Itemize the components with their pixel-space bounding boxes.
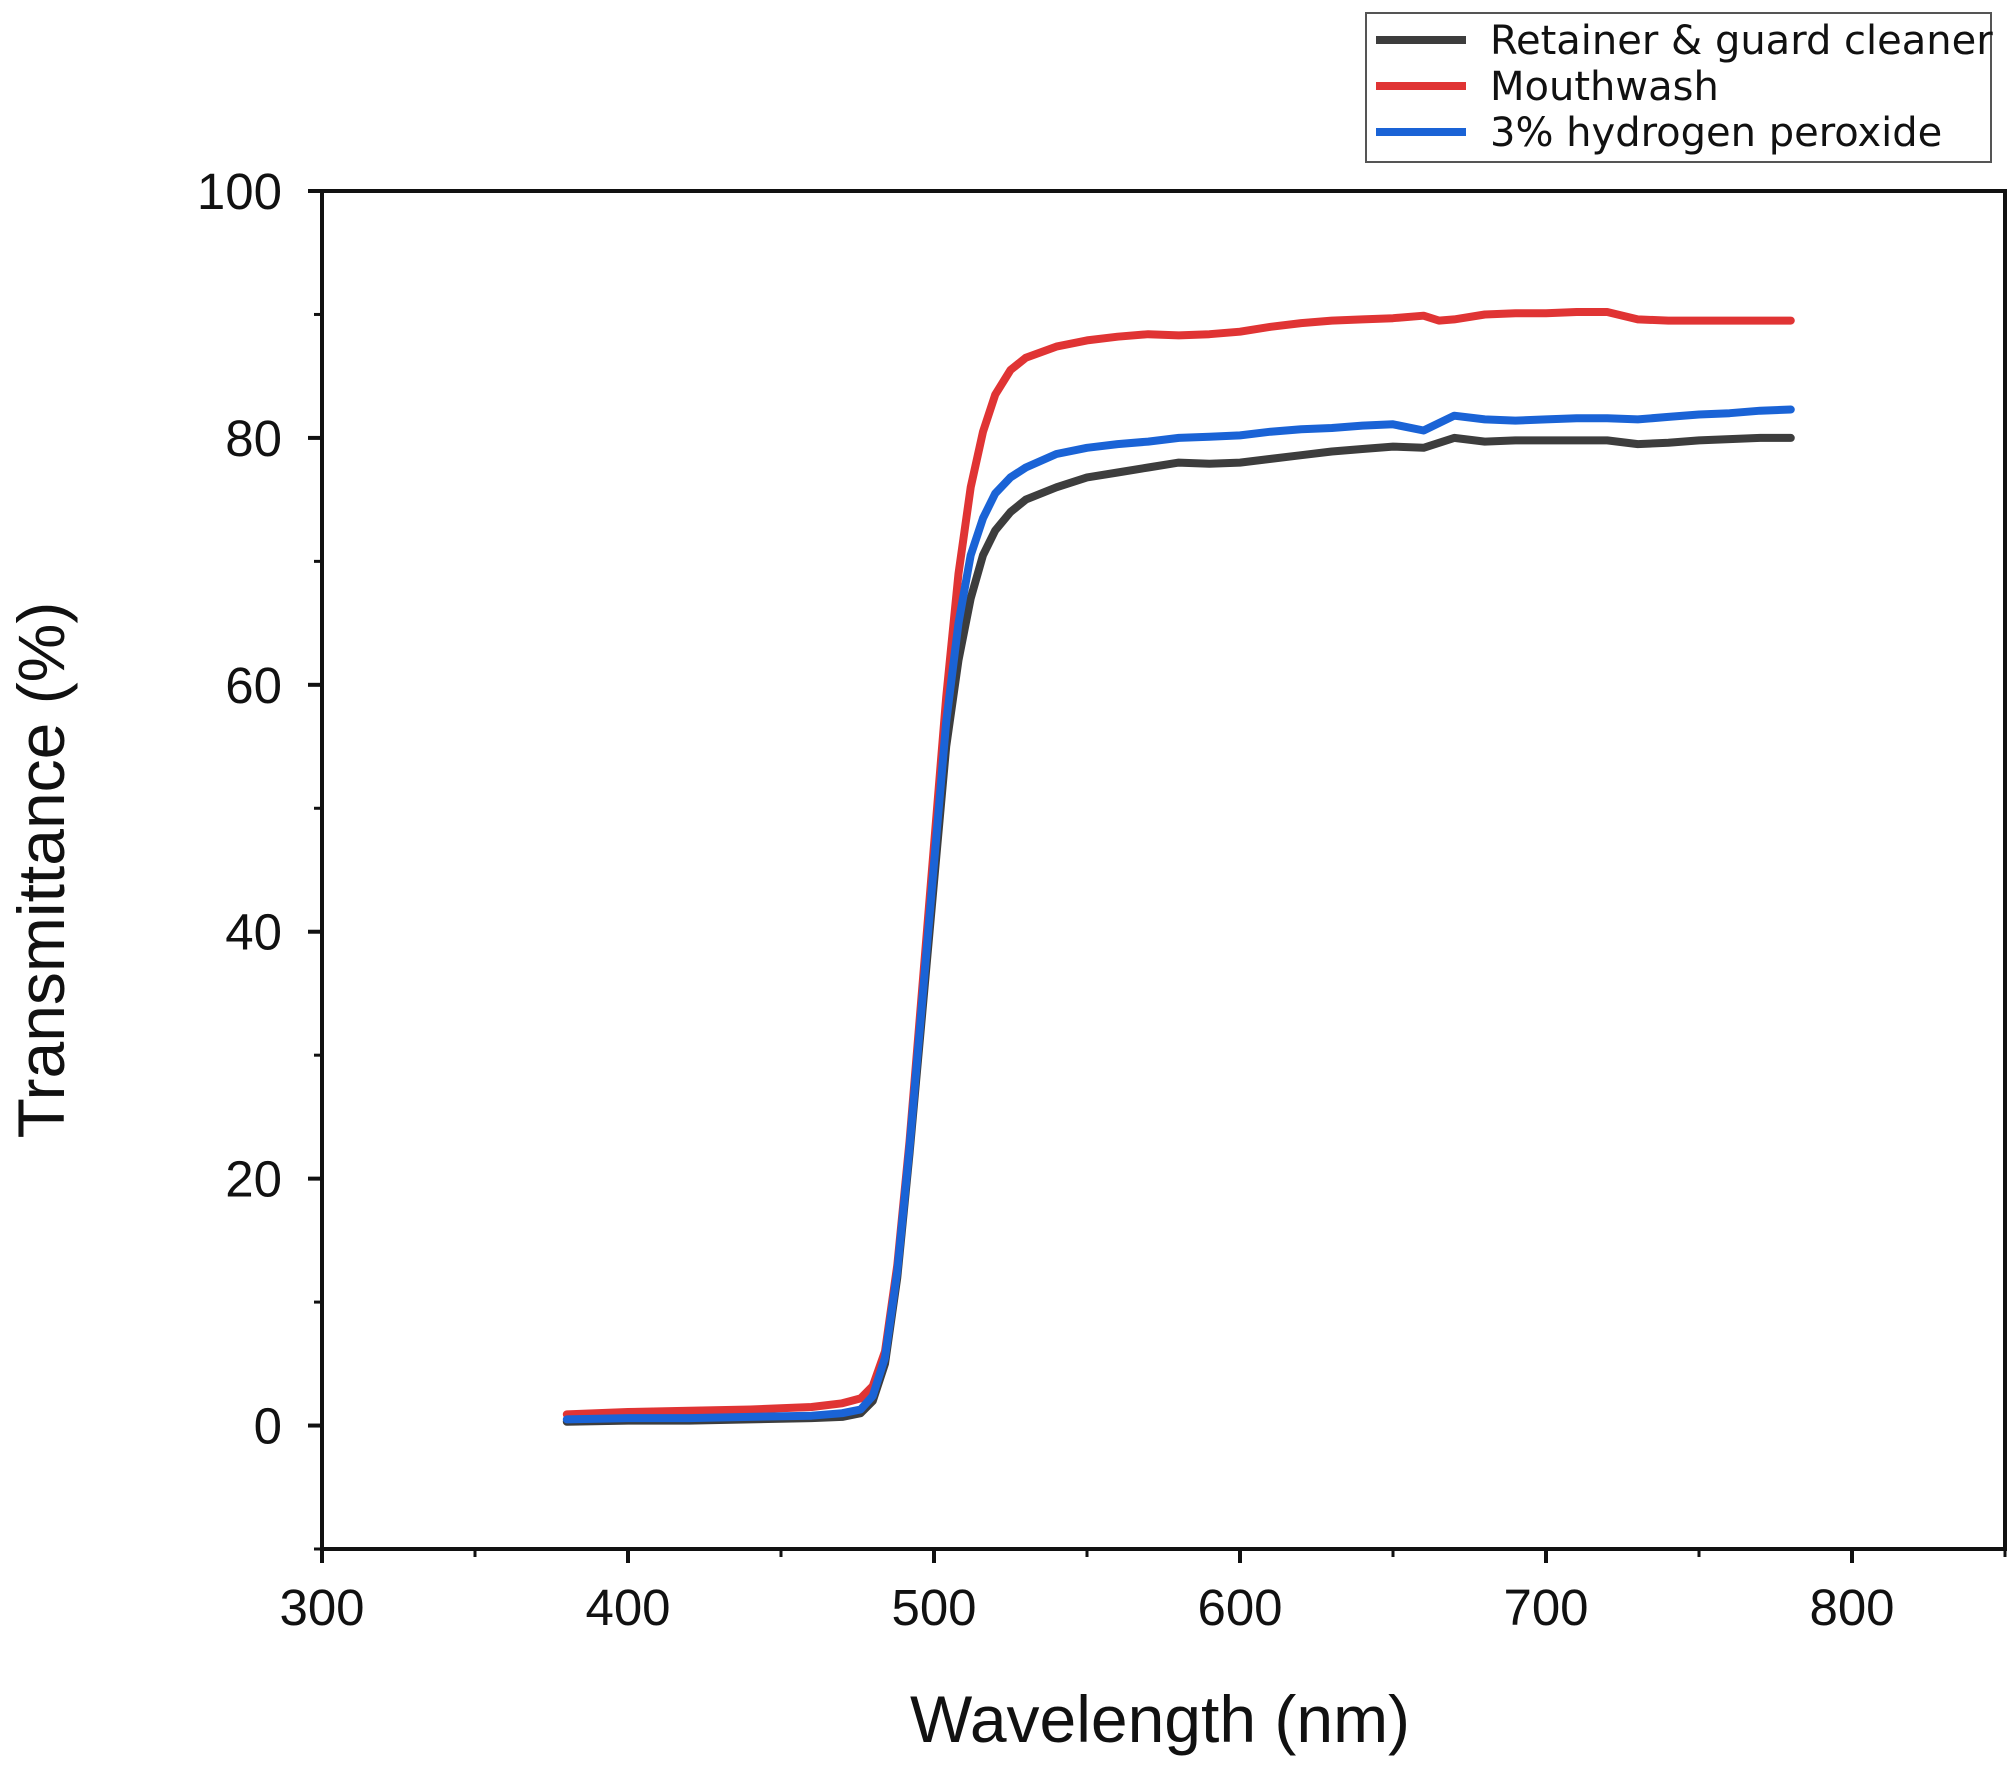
series-line-2 <box>562 308 1795 1419</box>
y-axis: 0 20 40 60 80 100 <box>197 163 322 1551</box>
y-tick-label: 60 <box>225 657 282 714</box>
series-layer <box>562 308 1795 1426</box>
y-axis-title: Transmittance (%) <box>4 602 78 1139</box>
x-tick-label: 700 <box>1503 1579 1588 1636</box>
series-line-3 <box>562 405 1795 1424</box>
x-tick-label: 400 <box>585 1579 670 1636</box>
x-tick-label: 500 <box>891 1579 976 1636</box>
legend-label: Mouthwash <box>1490 64 1719 110</box>
series-line-1 <box>562 433 1795 1426</box>
y-tick-label: 20 <box>225 1151 282 1208</box>
x-axis: 300 400 500 600 700 800 <box>279 1549 2007 1636</box>
legend-box <box>1365 12 1992 163</box>
x-tick-label: 300 <box>279 1579 364 1636</box>
legend-label: Retainer & guard cleaner <box>1490 18 1993 64</box>
x-tick-label: 600 <box>1197 1579 1282 1636</box>
y-tick-label: 100 <box>197 163 282 220</box>
x-tick-label: 800 <box>1809 1579 1894 1636</box>
legend-label: 3% hydrogen peroxide <box>1490 110 1942 156</box>
plot-frame <box>320 189 2007 1551</box>
y-tick-label: 40 <box>225 904 282 961</box>
y-tick-label: 0 <box>254 1398 282 1455</box>
x-axis-title: Wavelength (nm) <box>910 1682 1410 1756</box>
y-tick-label: 80 <box>225 410 282 467</box>
